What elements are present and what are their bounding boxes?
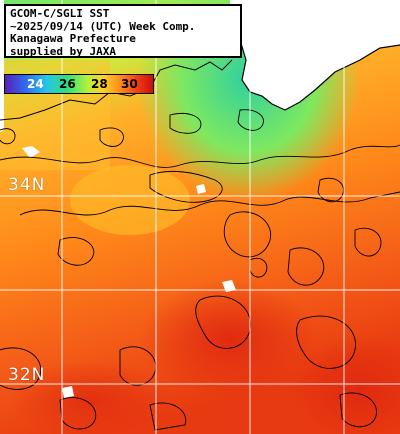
land-islet-3 [222, 280, 236, 292]
info-box: GCOM-C/SGLI SST ~2025/09/14 (UTC) Week C… [4, 4, 242, 58]
land-west-edge [0, 0, 4, 132]
lat-label-34n: 34N [8, 175, 46, 195]
hot-zone-west [10, 360, 170, 434]
info-line-product: GCOM-C/SGLI SST [10, 7, 110, 20]
sst-contours [0, 109, 400, 431]
legend-tick-30: 30 [121, 77, 138, 91]
land-northeast [230, 0, 400, 110]
lat-label-32n: 32N [8, 365, 46, 385]
legend-tick-24: 24 [27, 77, 44, 91]
info-line-date: ~2025/09/14 (UTC) Week Comp. [10, 19, 196, 33]
land-islet-1 [22, 146, 40, 158]
color-scale-legend: 24 26 28 30 [4, 74, 154, 94]
land-islet-2 [196, 184, 206, 194]
coastline-north [231, 19, 400, 111]
legend-tick-26: 26 [59, 77, 76, 91]
info-line-credit: supplied by JAXA [10, 44, 116, 58]
info-line-region: Kanagawa Prefecture [10, 32, 136, 45]
hot-zone-east [290, 335, 400, 434]
land-islet-4 [62, 386, 74, 398]
warm-patch [70, 165, 190, 235]
hot-zone-center [140, 280, 320, 400]
legend-tick-28: 28 [91, 77, 108, 91]
